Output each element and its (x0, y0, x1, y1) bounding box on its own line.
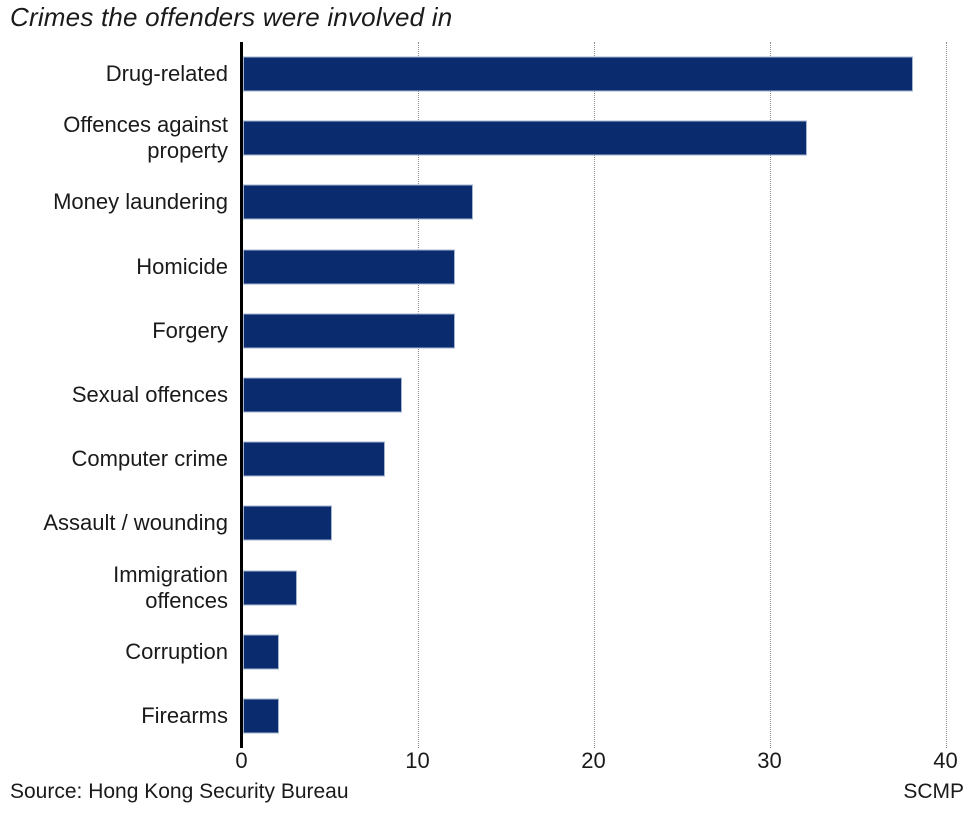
bar-row: Drug-related (0, 42, 972, 106)
bar (243, 570, 297, 606)
bar (243, 56, 913, 92)
category-label: Offences against property (63, 112, 228, 164)
bar-row: Corruption (0, 620, 972, 684)
plot-area: Drug-related Offences against property Mon… (0, 42, 972, 748)
bar (243, 505, 332, 541)
x-tick-label-40: 40 (933, 748, 958, 773)
category-label: Sexual offences (71, 382, 228, 408)
chart-footer: Source: Hong Kong Security Bureau SCMP (0, 778, 972, 808)
category-label: Firearms (141, 702, 228, 728)
bar-row: Forgery (0, 299, 972, 363)
bar (243, 377, 403, 413)
category-label: Money laundering (53, 189, 228, 215)
x-tick-label-10: 10 (405, 748, 430, 773)
category-label: Forgery (152, 317, 228, 343)
x-axis-tick-labels: 0 10 20 30 40 (0, 746, 972, 778)
credit-note: SCMP (903, 780, 964, 803)
bar (243, 249, 456, 285)
gridline-20 (593, 42, 595, 748)
category-label: Drug-related (105, 61, 228, 87)
x-tick-label-30: 30 (757, 748, 782, 773)
bar-row: Immigration offences (0, 556, 972, 620)
category-label: Immigration offences (113, 561, 228, 613)
gridline-40 (945, 42, 947, 748)
bar-row: Money laundering (0, 170, 972, 234)
x-tick-label-0: 0 (235, 748, 248, 773)
chart-title: Crimes the offenders were involved in (10, 2, 453, 32)
category-label: Computer crime (71, 446, 228, 472)
bar (243, 698, 280, 734)
x-tick-label-20: 20 (581, 748, 606, 773)
bar (243, 313, 456, 349)
source-note: Source: Hong Kong Security Bureau (10, 780, 349, 803)
category-label: Corruption (125, 638, 228, 664)
bar-row: Firearms (0, 684, 972, 748)
gridline-10 (417, 42, 419, 748)
bar-row: Sexual offences (0, 363, 972, 427)
bar-row: Homicide (0, 235, 972, 299)
bar (243, 120, 808, 156)
bar (243, 441, 385, 477)
plot-rows: Drug-related Offences against property Mon… (0, 42, 972, 748)
bar (243, 634, 280, 670)
bar-row: Offences against property (0, 106, 972, 170)
y-axis-line (240, 42, 243, 748)
gridline-30 (769, 42, 771, 748)
bar (243, 184, 473, 220)
bar-row: Assault / wounding (0, 491, 972, 555)
category-label: Homicide (136, 253, 228, 279)
bar-row: Computer crime (0, 427, 972, 491)
category-label: Assault / wounding (43, 510, 228, 536)
